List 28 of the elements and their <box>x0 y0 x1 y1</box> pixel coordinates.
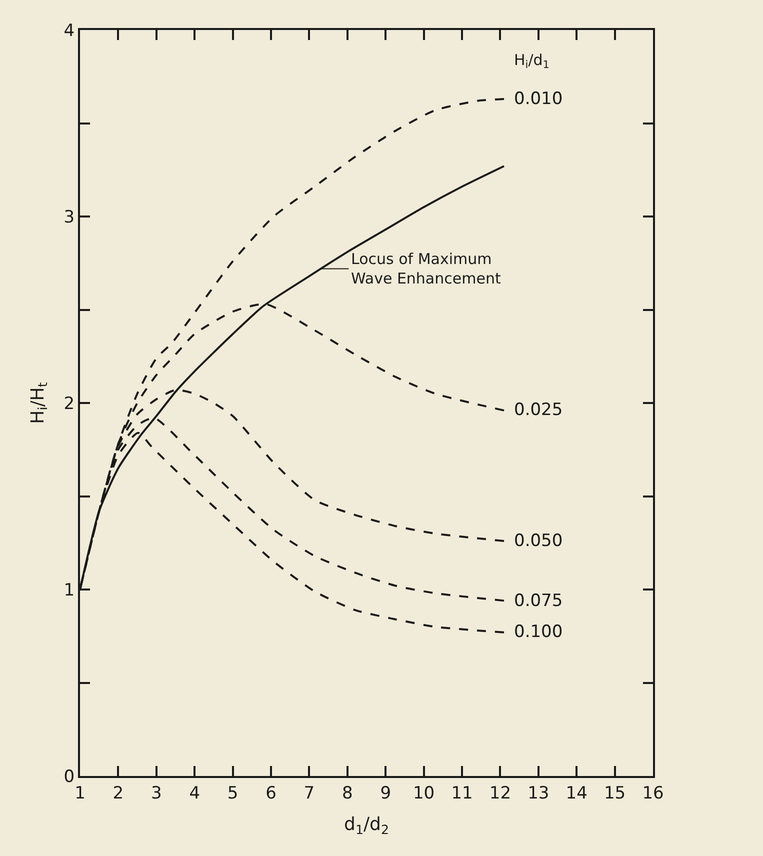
series-label: 0.050 <box>514 531 563 551</box>
legend-title: H$_{i}$/d$_{1}$ <box>514 51 550 72</box>
x-tick-label: 16 <box>642 783 664 804</box>
x-tick-label: 7 <box>304 783 315 804</box>
y-tick-label: 0 <box>64 766 75 787</box>
x-tick-label: 3 <box>150 783 162 804</box>
x-tick-label: 15 <box>604 783 626 804</box>
x-tick-label: 8 <box>342 783 353 804</box>
annotation: Locus of Maximum Wave Enhancement <box>351 250 501 288</box>
y-tick-label: 1 <box>64 580 75 600</box>
x-tick-label: 13 <box>528 783 550 804</box>
y-tick-label: 3 <box>64 207 75 228</box>
x-tick-label: 2 <box>112 783 124 804</box>
x-tick-label: 14 <box>566 783 588 804</box>
y-tick-label: 2 <box>64 394 75 414</box>
x-tick-label: 6 <box>266 783 276 804</box>
series-label: 0.100 <box>514 622 563 642</box>
series-label: 0.025 <box>514 400 563 420</box>
y-tick-label: 4 <box>64 20 75 41</box>
x-tick-label: 10 <box>412 783 435 804</box>
x-tick-label: 4 <box>189 783 200 804</box>
x-tick-label: 11 <box>451 783 473 804</box>
x-tick-label: 9 <box>380 783 392 804</box>
series-label: 0.075 <box>514 591 563 611</box>
x-axis-title: d$_{1}$/d$_{2}$ <box>344 814 389 837</box>
x-tick-label: 5 <box>227 783 238 804</box>
series-label: 0.010 <box>514 89 563 109</box>
x-tick-label: 12 <box>489 783 512 804</box>
